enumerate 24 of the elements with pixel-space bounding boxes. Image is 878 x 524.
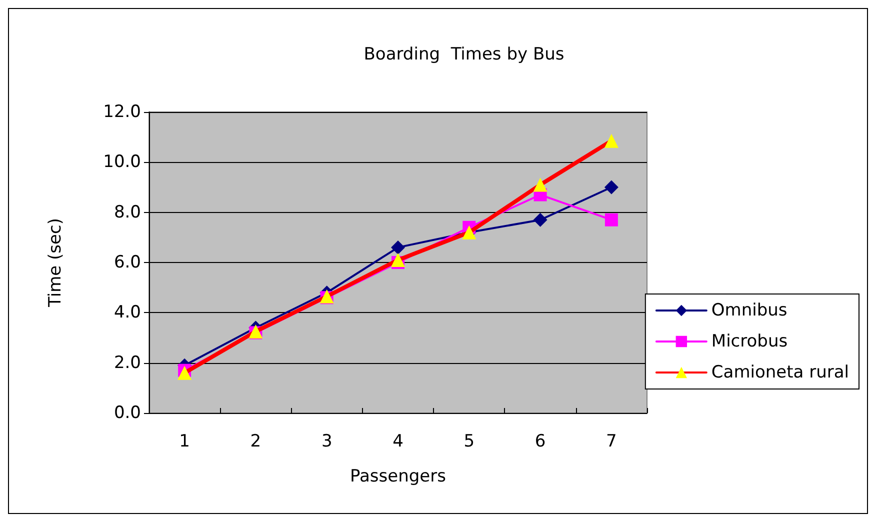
y-tick-label: 0.0 — [114, 403, 141, 423]
point — [604, 180, 618, 194]
y-tick-label: 2.0 — [114, 352, 141, 373]
point — [604, 213, 618, 226]
x-axis-title: Passengers — [350, 466, 446, 486]
x-tick-label: 4 — [392, 432, 404, 452]
point — [533, 212, 548, 227]
y-tick-label: 10.0 — [103, 152, 141, 172]
legend-label: Camioneta rural — [711, 362, 850, 382]
x-tick-label: 6 — [534, 432, 546, 452]
legend-label: Omnibus — [711, 300, 788, 320]
x-tick-label: 7 — [606, 432, 617, 452]
y-tick-label: 8.0 — [114, 202, 141, 222]
x-tick-label: 1 — [179, 432, 190, 452]
legend-label: Microbus — [711, 332, 788, 352]
x-tick-label: 3 — [321, 432, 332, 452]
x-tick-label: 2 — [250, 432, 262, 452]
y-tick-label: 6.0 — [114, 252, 141, 272]
y-axis-title: Time (sec) — [46, 218, 66, 308]
chart-title: Boarding Times by Bus — [364, 44, 564, 64]
y-tick-label: 12.0 — [103, 102, 141, 122]
point — [391, 240, 405, 254]
y-tick-label: 4.0 — [114, 302, 141, 323]
x-tick-label: 5 — [464, 432, 475, 452]
